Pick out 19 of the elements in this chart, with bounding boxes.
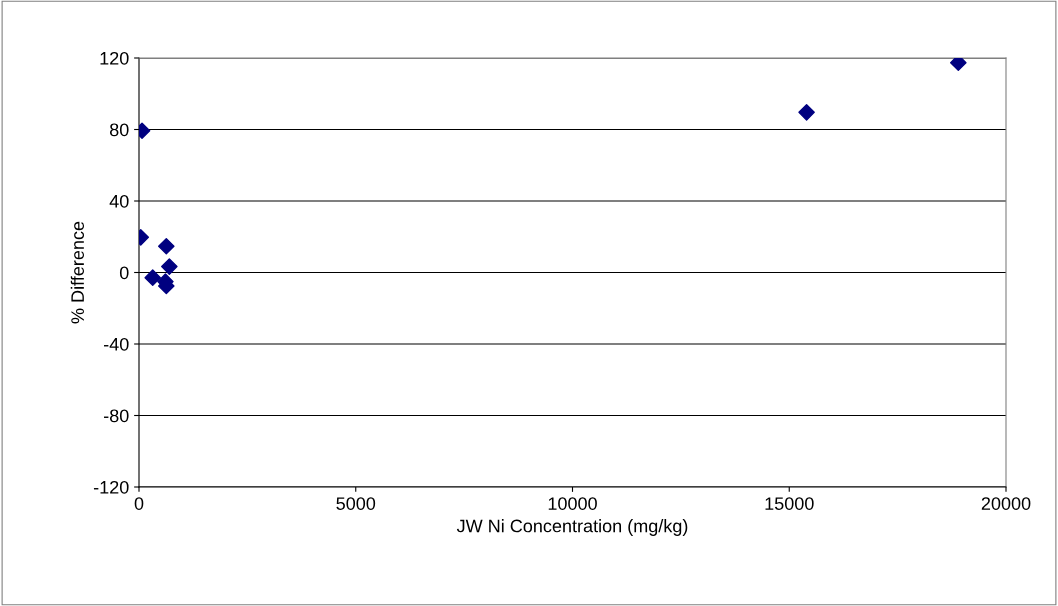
x-tick-label: 15000	[765, 497, 814, 510]
y-tick-label: -40	[103, 337, 129, 351]
point	[144, 269, 162, 286]
y-tick-label: 120	[100, 51, 129, 65]
y-tick-label: 40	[109, 194, 129, 208]
x-tick-label: 5000	[336, 497, 376, 510]
x-axis-title: JW Ni Concentration (mg/kg)	[456, 519, 688, 536]
y-tick-label: -80	[103, 409, 129, 423]
x-tick-label: 0	[134, 497, 144, 510]
point	[798, 104, 815, 121]
y-tick-label: -120	[93, 480, 129, 494]
point	[950, 58, 967, 71]
point	[161, 258, 178, 275]
point	[158, 237, 175, 255]
y-axis-title: % Difference	[70, 221, 85, 324]
x-tick-label: 20000	[981, 497, 1031, 510]
x-tick-label: 10000	[548, 497, 597, 510]
y-tick-label: 80	[109, 123, 129, 137]
y-tick-label: 0	[119, 266, 129, 280]
